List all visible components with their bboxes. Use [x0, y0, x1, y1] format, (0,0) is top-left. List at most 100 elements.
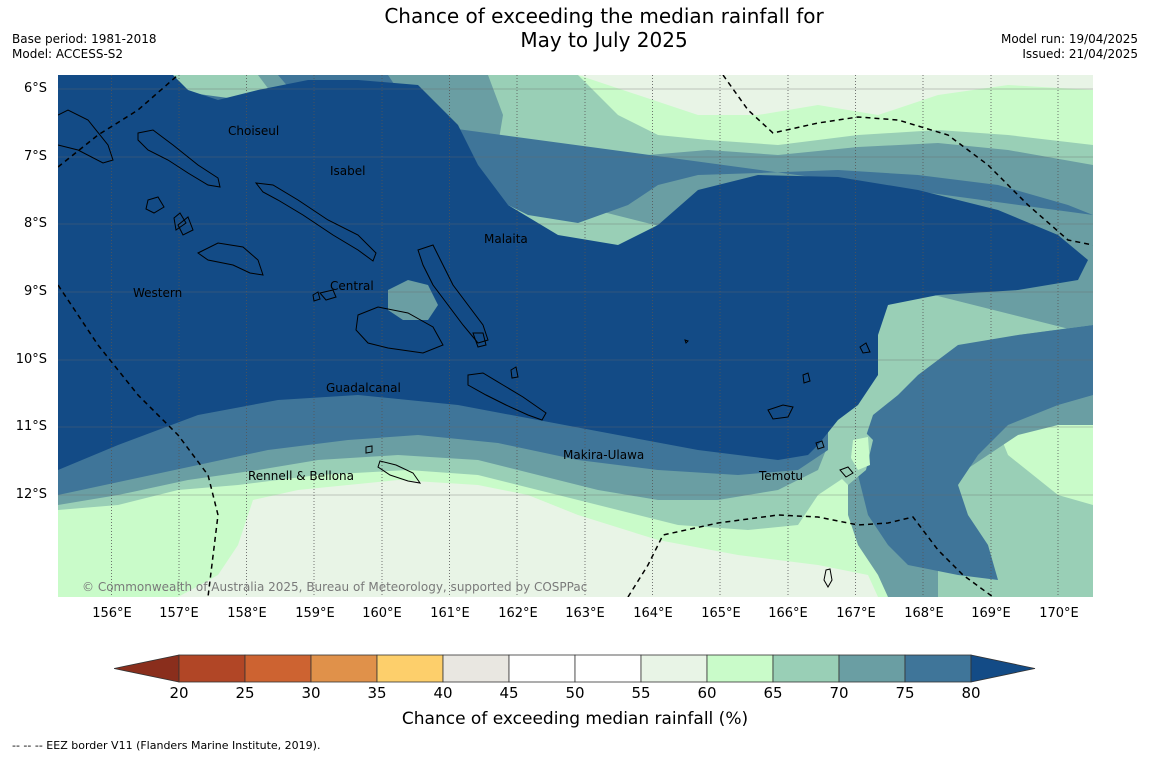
island-new-georgia [197, 242, 264, 276]
island-makira [467, 372, 547, 421]
place-guadalcanal: Guadalcanal [326, 381, 401, 395]
model-name: Model: ACCESS-S2 [12, 47, 124, 61]
island-torres [823, 568, 833, 589]
island-sikaiana [684, 339, 689, 344]
fill-lightgreen-temotu [851, 437, 870, 470]
longitude-gridlines [111, 75, 1059, 597]
island-florida [319, 289, 337, 301]
lon-label-164e: 164°E [633, 606, 673, 621]
island-reef [802, 372, 811, 384]
colorbar-tick-40: 40 [433, 684, 453, 702]
colorbar-title: Chance of exceeding median rainfall (%) [401, 709, 749, 729]
island-western-small [145, 196, 165, 214]
model-run: Model run: 19/04/2025 [1000, 32, 1138, 46]
colorbar-bin-70-75 [838, 654, 906, 683]
lon-label-170e: 170°E [1039, 606, 1079, 621]
place-temotu: Temotu [759, 469, 804, 483]
lat-label-12s: 12°S [15, 487, 47, 502]
map-title: Chance of exceeding the median rainfall … [300, 4, 908, 52]
island-bougainville [58, 109, 114, 164]
colorbar-tick-75: 75 [895, 684, 915, 702]
colorbar-bin-50-55 [574, 654, 642, 683]
colorbar-bin-40-45 [442, 654, 510, 683]
colorbar-bin-55-60 [640, 654, 708, 683]
lon-label-167e: 167°E [836, 606, 876, 621]
lat-label-7s: 7°S [23, 149, 47, 164]
colorbar-tick-65: 65 [763, 684, 783, 702]
island-choiseul [137, 129, 221, 188]
colorbar-bin-65-70 [772, 654, 840, 683]
lon-label-169e: 169°E [971, 606, 1011, 621]
colorbar-tick-25: 25 [235, 684, 255, 702]
colorbar-low-extend [114, 654, 180, 683]
colorbar-bin-35-40 [376, 654, 444, 683]
colorbar-tick-55: 55 [631, 684, 651, 702]
colorbar-tick-35: 35 [367, 684, 387, 702]
lat-label-8s: 8°S [23, 216, 47, 231]
colorbar-bin-75-80 [904, 654, 972, 683]
colorbar-tick-20: 20 [169, 684, 189, 702]
lon-label-168e: 168°E [904, 606, 944, 621]
lon-label-157e: 157°E [159, 606, 199, 621]
latitude-gridlines [58, 88, 1093, 496]
island-santa-cruz [767, 404, 794, 420]
colorbar-high-extend [970, 654, 1036, 683]
issued-date: Issued: 21/04/2025 [1022, 47, 1138, 61]
meta-left: Base period: 1981-2018 Model: ACCESS-S2 [12, 32, 157, 62]
colorbar-bin-25-30 [244, 654, 312, 683]
island-bellona [365, 445, 373, 454]
island-rennell [377, 460, 422, 484]
colorbar-tick-45: 45 [499, 684, 519, 702]
island-isabel [254, 182, 377, 262]
lat-label-6s: 6°S [23, 81, 47, 96]
colorbar-bin-30-35 [310, 654, 378, 683]
lon-label-163e: 163°E [565, 606, 605, 621]
island-vella [173, 212, 187, 231]
lon-label-156e: 156°E [92, 606, 132, 621]
lon-label-165e: 165°E [701, 606, 741, 621]
eez-footnote: -- -- -- EEZ border V11 (Flanders Marine… [12, 739, 321, 752]
place-makira-ulawa: Makira-Ulawa [563, 448, 645, 462]
island-kolombangara [177, 216, 194, 236]
meta-right: Model run: 19/04/2025 Issued: 21/04/2025 [1001, 32, 1138, 62]
colorbar-tick-80: 80 [961, 684, 981, 702]
place-western: Western [133, 286, 183, 300]
eez-borders [58, 75, 1093, 597]
place-malaita: Malaita [484, 232, 528, 246]
base-period: Base period: 1981-2018 [12, 32, 157, 46]
title-line-1: Chance of exceeding the median rainfall … [384, 4, 824, 28]
map-svg [58, 75, 1093, 597]
colorbar [114, 654, 1036, 683]
place-central: Central [330, 279, 374, 293]
colorbar-bin-60-65 [706, 654, 774, 683]
island-utupua [815, 440, 825, 450]
place-choiseul: Choiseul [228, 124, 280, 138]
lon-label-159e: 159°E [295, 606, 335, 621]
copyright-notice: © Commonwealth of Australia 2025, Bureau… [82, 580, 588, 594]
island-ulawa [510, 366, 519, 379]
colorbar-tick-30: 30 [301, 684, 321, 702]
place-rennell-bellona: Rennell & Bellona [248, 469, 355, 483]
place-isabel: Isabel [330, 164, 366, 178]
island-ontong [859, 342, 871, 354]
fill-deep-blue [58, 75, 1088, 470]
island-malaita-south [472, 332, 487, 348]
rainfall-map [58, 75, 1093, 597]
lat-label-11s: 11°S [15, 419, 47, 434]
lon-label-166e: 166°E [768, 606, 808, 621]
island-vanikoro [839, 466, 854, 478]
lat-label-10s: 10°S [15, 352, 47, 367]
lon-label-162e: 162°E [498, 606, 538, 621]
coastlines [58, 109, 871, 589]
island-savo [312, 291, 321, 302]
title-line-2: May to July 2025 [520, 28, 688, 52]
lon-label-160e: 160°E [362, 606, 402, 621]
island-guadalcanal [355, 306, 444, 354]
colorbar-tick-50: 50 [565, 684, 585, 702]
lat-label-9s: 9°S [23, 284, 47, 299]
colorbar-bin-20-25 [178, 654, 246, 683]
lon-label-158e: 158°E [227, 606, 267, 621]
colorbar-tick-70: 70 [829, 684, 849, 702]
colorbar-bin-45-50 [508, 654, 576, 683]
lon-label-161e: 161°E [430, 606, 470, 621]
